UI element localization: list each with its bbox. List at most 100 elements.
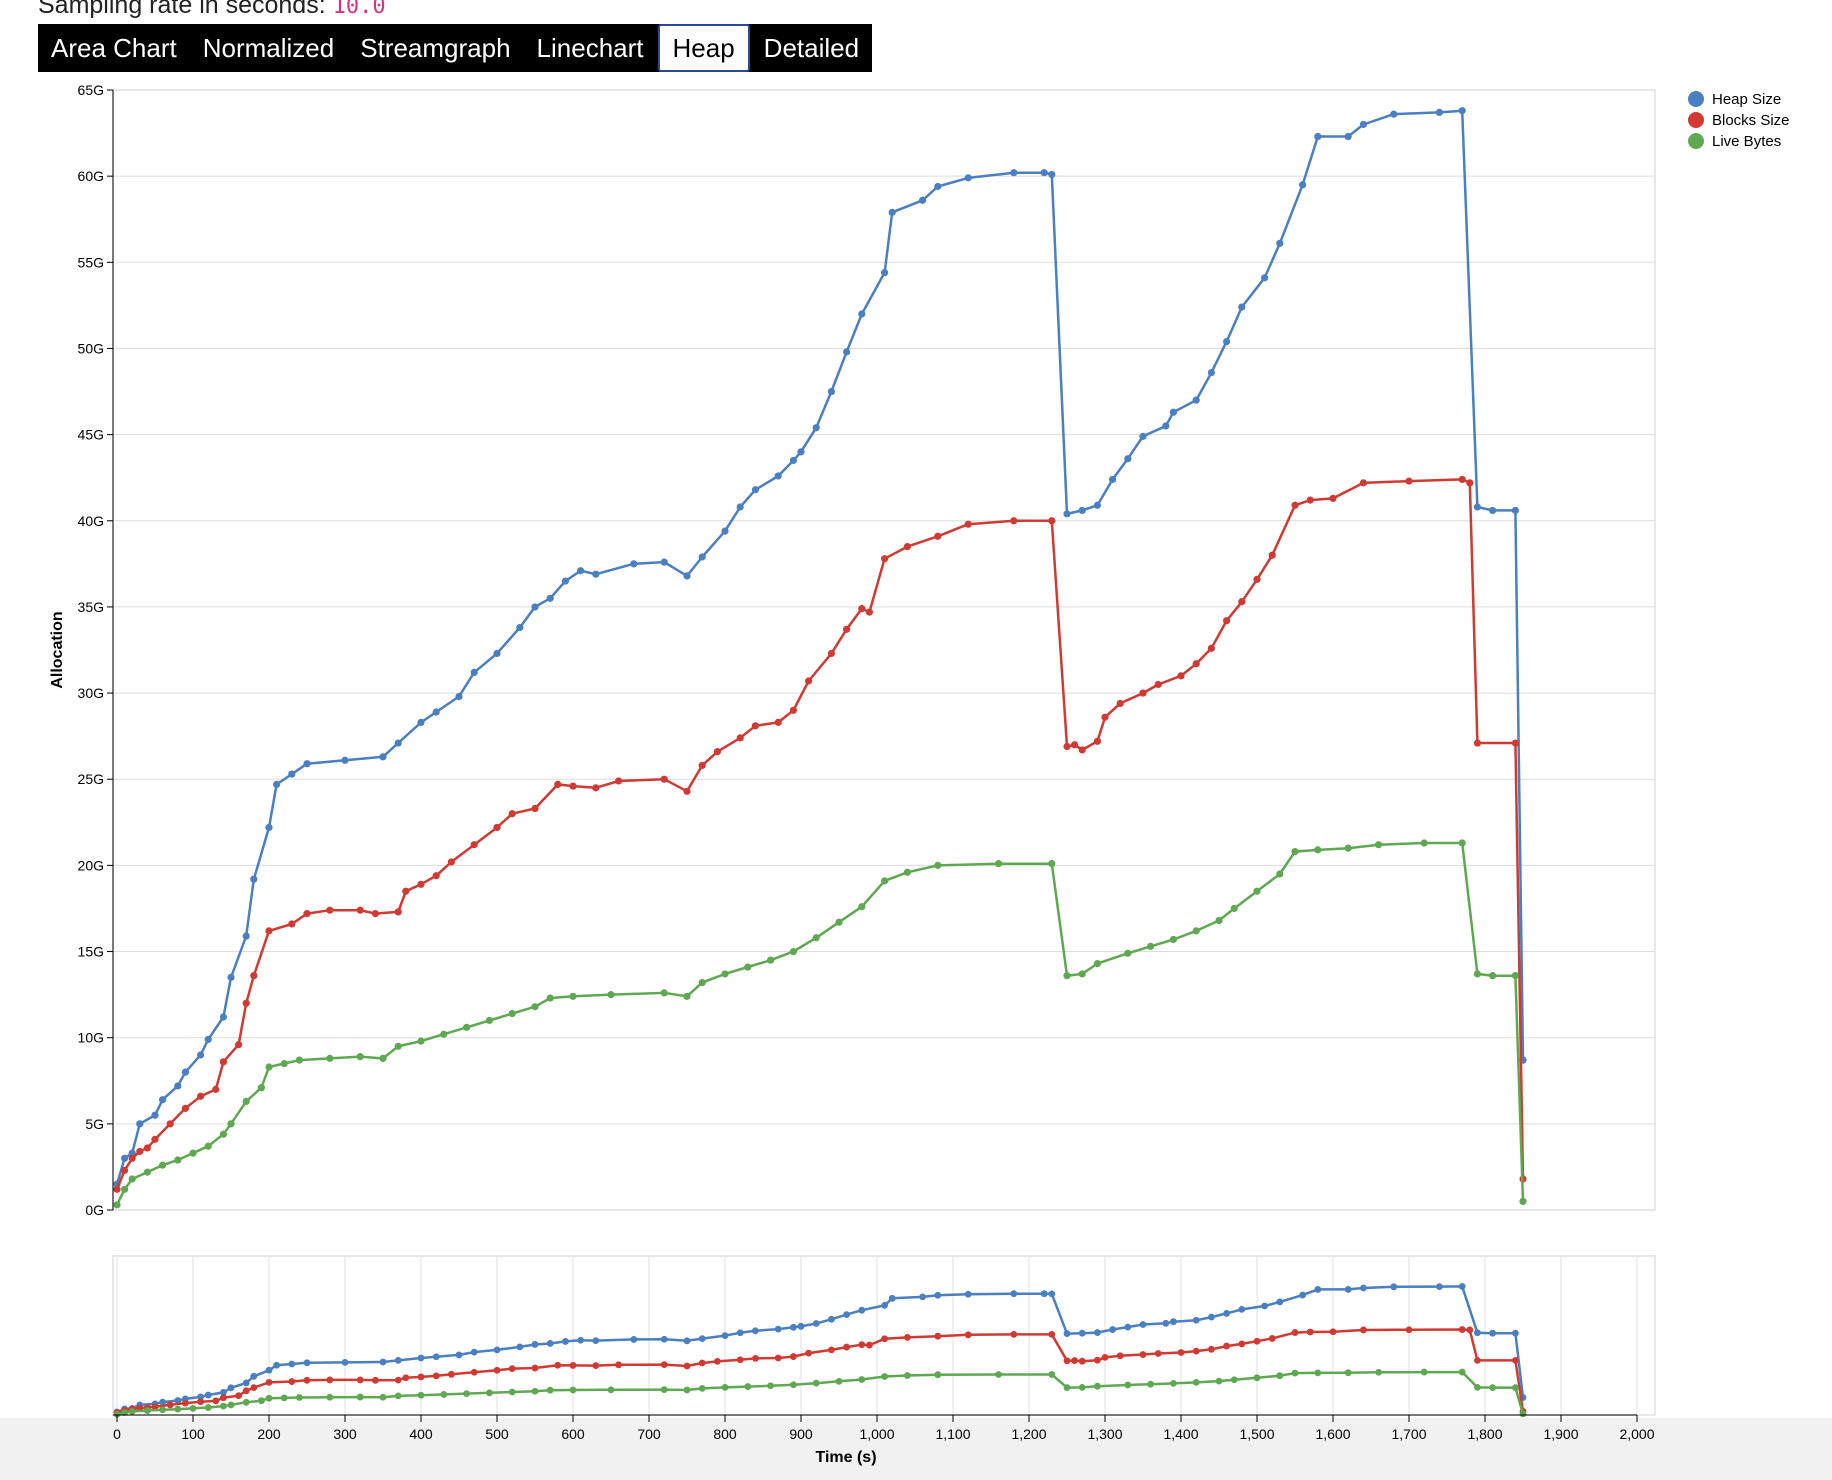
sampling-rate-text: Sampling rate in seconds:	[38, 0, 326, 19]
data-point-blocks-size	[554, 780, 562, 789]
data-point-live-bytes	[143, 1168, 151, 1176]
y-tick-label: 15G	[78, 944, 104, 960]
context-point-blocks-size	[1360, 1326, 1367, 1334]
context-point-live-bytes	[1230, 1376, 1238, 1384]
context-point-blocks-size	[904, 1334, 911, 1341]
context-point-blocks-size	[493, 1366, 501, 1374]
context-point-blocks-size	[1078, 1357, 1086, 1365]
x-axis-title: Time (s)	[815, 1449, 876, 1466]
data-point-blocks-size	[356, 906, 364, 914]
data-point-heap-size	[151, 1111, 159, 1119]
tab-area-chart[interactable]: Area Chart	[51, 33, 177, 63]
context-point-heap-size	[1192, 1316, 1200, 1324]
data-point-blocks-size	[128, 1154, 136, 1162]
sampling-rate-label: Sampling rate in seconds: 10.0	[38, 0, 386, 20]
data-point-live-bytes	[1344, 844, 1352, 852]
context-point-live-bytes	[1170, 1379, 1177, 1387]
data-point-blocks-size	[592, 784, 600, 792]
context-point-live-bytes	[508, 1388, 516, 1396]
context-point-live-bytes	[356, 1393, 364, 1401]
tab-linechart[interactable]: Linechart	[536, 33, 644, 63]
context-point-blocks-size	[592, 1362, 600, 1370]
context-point-heap-size	[159, 1398, 167, 1406]
data-point-blocks-size	[843, 625, 851, 633]
context-point-blocks-size	[881, 1335, 888, 1343]
context-point-blocks-size	[843, 1343, 850, 1351]
context-point-heap-size	[964, 1290, 972, 1298]
data-point-heap-size	[136, 1120, 144, 1128]
data-point-blocks-size	[303, 910, 311, 918]
series-line-heap-size	[115, 109, 1525, 1185]
context-point-heap-size	[1261, 1302, 1268, 1310]
tab-streamgraph[interactable]: Streamgraph	[360, 33, 511, 63]
data-point-live-bytes	[903, 868, 912, 876]
data-point-heap-size	[1314, 132, 1322, 141]
context-point-blocks-size	[508, 1365, 516, 1373]
data-point-heap-size	[242, 932, 250, 940]
context-point-live-bytes	[265, 1394, 273, 1402]
data-point-live-bytes	[356, 1053, 364, 1061]
data-point-blocks-size	[326, 906, 334, 914]
context-point-heap-size	[630, 1336, 638, 1343]
data-point-blocks-size	[964, 520, 972, 528]
context-point-heap-size	[1109, 1326, 1116, 1333]
data-point-live-bytes	[1473, 970, 1481, 978]
context-line-heap-size	[116, 1285, 1525, 1414]
data-point-blocks-size	[683, 787, 691, 795]
context-point-blocks-size	[356, 1376, 364, 1384]
data-point-blocks-size	[1405, 477, 1413, 485]
context-line-live-bytes	[116, 1370, 1525, 1416]
context-point-live-bytes	[1124, 1381, 1132, 1389]
data-point-live-bytes	[569, 992, 577, 1000]
tab-normalized[interactable]: Normalized	[202, 33, 335, 63]
data-point-live-bytes	[1093, 960, 1101, 968]
data-point-heap-size	[881, 269, 889, 277]
chart-type-tabs: Area Chart Normalized Streamgraph Linech…	[38, 24, 873, 72]
context-point-heap-size	[888, 1294, 896, 1302]
context-point-heap-size	[470, 1348, 478, 1356]
context-point-live-bytes	[1375, 1368, 1382, 1376]
data-point-heap-size	[227, 973, 235, 981]
data-point-blocks-size	[736, 734, 744, 742]
context-point-heap-size	[790, 1323, 797, 1331]
context-point-heap-size	[721, 1332, 729, 1339]
data-point-blocks-size	[470, 841, 478, 849]
data-point-heap-size	[577, 567, 585, 575]
context-point-blocks-size	[569, 1362, 577, 1369]
context-point-live-bytes	[995, 1371, 1002, 1378]
data-point-blocks-size	[371, 910, 379, 918]
y-tick-label: 65G	[78, 82, 104, 98]
data-point-blocks-size	[1473, 739, 1481, 747]
context-point-blocks-size	[1139, 1351, 1147, 1358]
context-point-live-bytes	[1147, 1380, 1154, 1388]
data-point-heap-size	[1390, 110, 1398, 118]
context-point-blocks-size	[197, 1398, 205, 1406]
context-point-heap-size	[1474, 1329, 1481, 1337]
context-point-blocks-size	[1291, 1329, 1299, 1336]
context-point-heap-size	[1276, 1298, 1284, 1306]
data-point-heap-size	[751, 486, 760, 494]
context-point-blocks-size	[303, 1376, 311, 1384]
y-tick-label: 45G	[78, 427, 104, 443]
context-point-live-bytes	[296, 1394, 303, 1401]
context-point-heap-size	[858, 1306, 866, 1314]
tab-heap[interactable]: Heap	[657, 24, 750, 72]
context-point-live-bytes	[858, 1376, 866, 1383]
tab-detailed[interactable]: Detailed	[763, 33, 860, 63]
context-point-live-bytes	[379, 1393, 387, 1401]
context-point-blocks-size	[417, 1373, 425, 1381]
data-point-blocks-size	[934, 532, 942, 540]
data-point-live-bytes	[934, 861, 942, 869]
context-point-blocks-size	[1154, 1350, 1162, 1357]
data-point-blocks-size	[288, 920, 296, 928]
context-point-blocks-size	[934, 1332, 942, 1340]
bottom-bar	[0, 1418, 1832, 1480]
data-point-live-bytes	[546, 994, 554, 1002]
context-point-blocks-size	[242, 1387, 250, 1395]
data-point-live-bytes	[1489, 972, 1497, 980]
context-point-heap-size	[197, 1393, 205, 1401]
context-chart-series[interactable]	[113, 1283, 1527, 1418]
data-point-live-bytes	[995, 860, 1003, 868]
x-tick-label: 1,400	[1163, 1426, 1198, 1442]
data-point-blocks-size	[181, 1104, 189, 1112]
